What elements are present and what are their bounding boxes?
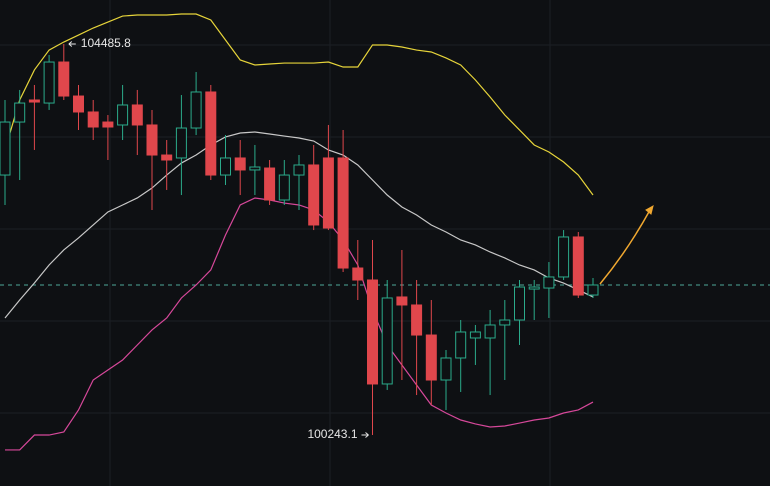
- candle-body: [131, 104, 143, 126]
- candle-body: [337, 157, 349, 269]
- projection-line: [599, 209, 651, 285]
- candle-body: [367, 279, 378, 385]
- candle-body: [102, 121, 114, 128]
- candle-body: [87, 111, 99, 128]
- candle-body: [572, 236, 584, 296]
- candle-body: [514, 286, 525, 321]
- band-line: [4, 131, 594, 319]
- candle-body: [220, 157, 231, 176]
- candle-body: [43, 61, 55, 104]
- candle-body: [234, 157, 246, 171]
- candle-body: [558, 236, 570, 278]
- annotation-arrow: [361, 432, 369, 438]
- candle-body: [543, 276, 555, 289]
- candle-body: [322, 157, 334, 229]
- candle-body: [440, 357, 452, 381]
- candle-body: [73, 95, 84, 113]
- candle-body: [528, 286, 540, 290]
- candle-body: [161, 154, 173, 161]
- candle-body: [469, 331, 481, 339]
- candle-body: [190, 91, 202, 129]
- candle-body: [249, 166, 261, 171]
- candle-body: [28, 99, 40, 103]
- candle-body: [205, 91, 217, 176]
- candle-body: [499, 319, 511, 326]
- candle-body: [264, 167, 276, 201]
- candle-body: [396, 296, 408, 306]
- candle-body: [0, 121, 11, 176]
- candle-body: [146, 124, 158, 156]
- candle-body: [14, 102, 26, 123]
- candle-body: [425, 334, 437, 381]
- projection-arrow: [599, 204, 654, 285]
- candle-body: [117, 104, 129, 126]
- candle-body: [381, 297, 393, 385]
- candle-body: [278, 174, 290, 201]
- candle-body: [58, 61, 70, 97]
- candle-body: [411, 304, 423, 336]
- candle-body: [352, 267, 364, 281]
- low-label: 100243.1: [307, 427, 357, 441]
- candle-body: [455, 331, 467, 359]
- candle-body: [308, 164, 320, 226]
- annotation-arrow: [68, 41, 76, 47]
- candle-body: [587, 284, 599, 296]
- high-label: 104485.8: [81, 36, 131, 50]
- arrow-head: [645, 204, 654, 215]
- band-line: [4, 13, 594, 196]
- candle-body: [484, 324, 496, 339]
- candle-body: [175, 127, 187, 159]
- candle-body: [293, 164, 305, 176]
